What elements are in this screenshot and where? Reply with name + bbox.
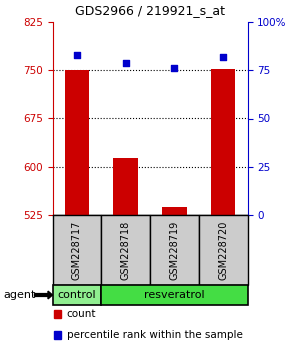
Text: GSM228718: GSM228718 (121, 221, 130, 280)
Text: count: count (67, 309, 96, 319)
Bar (162, 207, 187, 215)
Text: resveratrol: resveratrol (144, 290, 205, 300)
Text: GSM228719: GSM228719 (169, 221, 179, 280)
Bar (65, 70, 89, 215)
Point (123, 60, 128, 65)
Point (172, 65, 177, 71)
Bar (113, 158, 138, 215)
Point (74, 52, 79, 58)
Bar (52, 215, 101, 285)
Bar (101, 215, 150, 285)
Text: GSM228720: GSM228720 (218, 220, 228, 280)
Bar (199, 215, 248, 285)
Text: GSM228717: GSM228717 (72, 220, 82, 280)
Bar (150, 215, 199, 285)
Text: control: control (58, 290, 96, 300)
Text: agent: agent (3, 290, 35, 300)
Bar (101, 285, 247, 305)
Text: percentile rank within the sample: percentile rank within the sample (67, 330, 242, 340)
Text: GDS2966 / 219921_s_at: GDS2966 / 219921_s_at (75, 4, 225, 17)
Bar (211, 69, 235, 215)
Point (221, 54, 226, 59)
Bar (52, 285, 101, 305)
